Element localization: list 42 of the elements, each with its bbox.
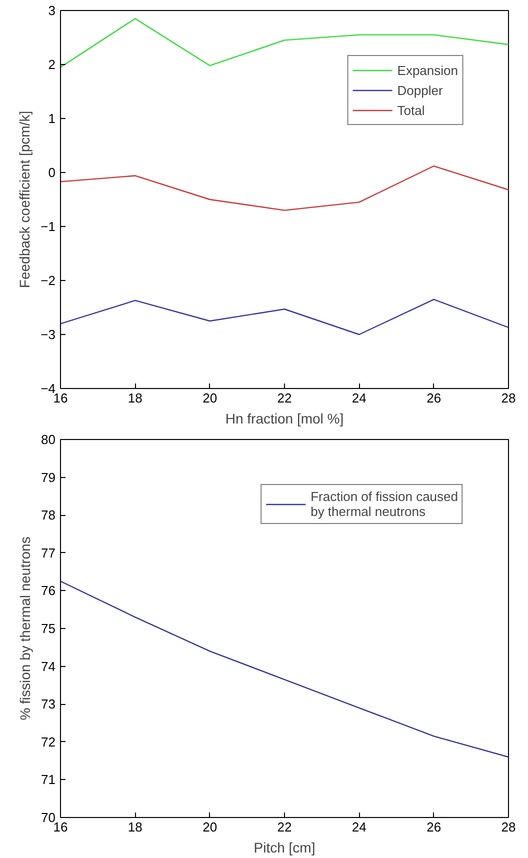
x-tick-label: 28 (501, 390, 516, 406)
x-tick-label: 28 (501, 820, 516, 834)
x-tick-label: 22 (277, 820, 292, 834)
y-tick-label: −3 (40, 327, 56, 342)
y-tick-label: 76 (41, 583, 56, 598)
y-tick-label: 74 (41, 658, 56, 674)
line-series (60, 298, 508, 336)
line-series (60, 580, 508, 758)
legend-label: Expansion (397, 62, 458, 78)
legend-label: Doppler (397, 82, 443, 98)
y-tick-label: 78 (41, 508, 56, 523)
x-tick-label: 18 (128, 390, 142, 406)
y-tick-label: 80 (41, 432, 56, 447)
y-tick-label: 77 (41, 545, 56, 560)
legend-label: Fraction of fission caused by thermal neutrons (310, 489, 458, 519)
x-tick-label: 22 (277, 390, 292, 406)
y-axis-title: % fission by thermal neutrons (17, 536, 34, 720)
x-axis-title: Pitch [cm] (254, 840, 316, 856)
y-tick-label: 3 (48, 3, 56, 18)
x-tick-label: 26 (426, 390, 442, 406)
x-tick-label: 24 (352, 390, 366, 406)
y-tick-label: 73 (41, 696, 56, 712)
y-tick-label: 71 (41, 772, 56, 788)
legend-label: Total (397, 102, 425, 118)
x-tick-label: 20 (202, 820, 218, 834)
y-tick-label: 70 (41, 810, 56, 825)
y-tick-label: 0 (48, 165, 56, 180)
y-tick-label: 75 (41, 621, 56, 636)
x-tick-label: 26 (426, 820, 442, 834)
y-tick-label: 72 (41, 734, 56, 750)
y-axis-title: Feedback coefficient [pcm/k] (16, 110, 33, 288)
x-axis-title: Hn fraction [mol %] (225, 410, 344, 426)
y-tick-label: −4 (40, 381, 56, 396)
x-tick-label: 20 (202, 390, 218, 406)
y-tick-label: −1 (40, 219, 56, 234)
x-tick-label: 24 (352, 820, 366, 834)
y-tick-label: 1 (48, 111, 56, 126)
x-tick-label: 18 (128, 820, 142, 834)
y-tick-label: 2 (48, 57, 56, 72)
line-series (60, 165, 508, 211)
y-tick-label: −2 (40, 273, 56, 288)
y-tick-label: 79 (41, 470, 56, 485)
